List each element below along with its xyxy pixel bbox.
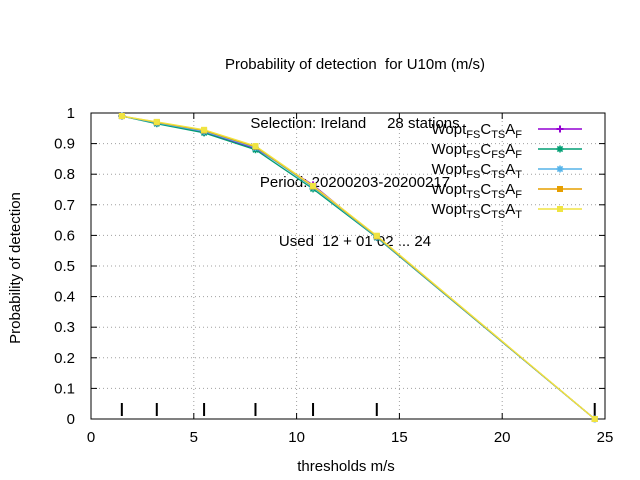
- legend-text-part: A: [505, 201, 515, 218]
- legend-text-part: TS: [491, 169, 505, 181]
- y-tick-label: 0.5: [54, 258, 75, 275]
- legend-entry: WoptTSCTSAF: [432, 181, 582, 201]
- legend-text-part: FS: [466, 149, 480, 161]
- x-tick-label: 0: [87, 429, 95, 446]
- legend-text-part: FS: [466, 169, 480, 181]
- legend-text-part: A: [505, 181, 515, 198]
- legend-text-part: TS: [491, 209, 505, 221]
- series-point: [557, 186, 563, 192]
- title-line-3: Period: 20200203-20200217: [259, 173, 451, 191]
- legend-text-part: FS: [466, 129, 480, 141]
- title-line-1: Probability of detection for U10m (m/s): [224, 56, 486, 74]
- series-point: [153, 118, 160, 125]
- legend-text-part: T: [515, 169, 522, 181]
- legend-text-part: Wopt: [432, 181, 468, 198]
- legend-text-part: TS: [466, 209, 480, 221]
- y-tick-label: 0.6: [54, 227, 75, 244]
- legend-text-part: Wopt: [432, 201, 468, 218]
- series-2: [118, 112, 599, 423]
- series-5: [118, 113, 598, 422]
- legend-text-part: TS: [491, 189, 505, 201]
- legend-entry: WoptTSCTSAT: [432, 201, 582, 221]
- axis-ticks: 00.10.20.30.40.50.60.70.80.910 5 10 15 20 25: [54, 105, 613, 446]
- series-point: [591, 416, 598, 422]
- legend-text-part: T: [515, 209, 522, 221]
- legend-entry: WoptFSCTSAF: [432, 121, 582, 141]
- series-line: [121, 115, 596, 420]
- y-tick-label: 0.4: [54, 289, 75, 306]
- legend-label: WoptFSCTSAF: [432, 121, 523, 141]
- legend-text-part: TS: [491, 129, 505, 141]
- legend-text-part: C: [480, 141, 491, 158]
- x-tick-label: 15: [391, 429, 408, 446]
- chart-title: Probability of detection for U10m (m/s) …: [0, 16, 640, 271]
- series-point: [118, 113, 125, 120]
- y-tick-label: 0.8: [54, 166, 75, 183]
- legend-text-part: Wopt: [432, 161, 468, 178]
- series-line: [121, 115, 596, 420]
- legend-entry: WoptFSCTSAT: [432, 161, 582, 181]
- y-tick-label: 0.3: [54, 319, 75, 336]
- x-tick-label: 20: [494, 429, 511, 446]
- series-point: [556, 165, 564, 173]
- legend-text-part: C: [480, 121, 491, 138]
- legend-text-part: F: [515, 129, 522, 141]
- series-line: [121, 115, 596, 420]
- legend-text-part: C: [480, 181, 491, 198]
- y-tick-label: 0: [67, 411, 75, 428]
- legend-label: WoptTSCTSAF: [432, 181, 523, 201]
- legend-text-part: A: [505, 141, 515, 158]
- series-lines: [118, 112, 599, 423]
- legend-text-part: C: [480, 161, 491, 178]
- legend: WoptFSCTSAFWoptFSCFSAFWoptFSCTSATWoptTSC…: [432, 121, 582, 221]
- x-tick-label: 10: [288, 429, 305, 446]
- series-3: [118, 112, 599, 423]
- series-1: [118, 112, 599, 423]
- threshold-markers: [120, 403, 596, 416]
- legend-text-part: C: [480, 201, 491, 218]
- legend-entry: WoptFSCFSAF: [432, 141, 582, 161]
- series-point: [310, 182, 317, 189]
- y-tick-label: 0.1: [54, 380, 75, 397]
- legend-text-part: FS: [491, 149, 505, 161]
- y-tick-label: 0.9: [54, 136, 75, 153]
- series-point: [252, 143, 259, 150]
- series-line: [121, 115, 596, 420]
- grid: [91, 113, 605, 419]
- series-point: [557, 206, 563, 212]
- y-tick-label: 0.7: [54, 197, 75, 214]
- legend-text-part: A: [505, 161, 515, 178]
- legend-label: WoptTSCTSAT: [432, 201, 523, 221]
- legend-text-part: TS: [466, 189, 480, 201]
- x-tick-label: 25: [597, 429, 614, 446]
- legend-label: WoptFSCTSAT: [432, 161, 523, 181]
- legend-text-part: A: [505, 121, 515, 138]
- legend-text-part: Wopt: [432, 121, 468, 138]
- y-axis-label: Probability of detection: [7, 192, 24, 344]
- legend-text-part: Wopt: [432, 141, 468, 158]
- y-tick-label: 0.2: [54, 350, 75, 367]
- legend-text-part: F: [515, 189, 522, 201]
- x-tick-label: 5: [190, 429, 198, 446]
- y-tick-label: 1: [67, 105, 75, 122]
- legend-text-part: F: [515, 149, 522, 161]
- x-axis-label: thresholds m/s: [297, 458, 395, 475]
- series-point: [373, 232, 380, 239]
- series-point: [201, 126, 208, 133]
- series-4: [118, 113, 598, 422]
- title-line-2: Selection: Ireland 28 stations: [250, 114, 460, 132]
- series-line: [121, 115, 596, 420]
- legend-label: WoptFSCFSAF: [432, 141, 523, 161]
- series-point: [556, 145, 564, 153]
